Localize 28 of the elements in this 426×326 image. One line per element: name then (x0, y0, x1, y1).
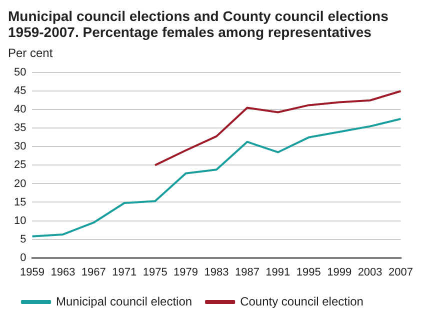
x-tick-label: 1987 (234, 266, 260, 278)
x-tick-label: 1991 (266, 266, 290, 278)
x-tick-label: 1971 (112, 266, 137, 278)
y-tick-label: 45 (14, 85, 26, 98)
y-tick-label: 35 (14, 122, 26, 134)
x-tick-label: 1963 (50, 266, 76, 278)
y-tick-label: 20 (14, 178, 26, 190)
y-tick-label: 50 (14, 66, 26, 79)
x-tick-label: 1979 (174, 266, 198, 278)
x-tick-label: 2007 (388, 266, 414, 278)
y-tick-label: 5 (20, 233, 26, 246)
y-tick-label: 25 (14, 159, 26, 172)
y-tick-label: 30 (14, 140, 26, 153)
chart-title: Municipal council elections and County council elections 1959-2007. Percentage females among representatives (8, 8, 390, 40)
x-tick-label: 1995 (296, 266, 321, 278)
y-axis-title: Per cent (8, 46, 54, 60)
legend-label: Municipal council election (56, 294, 192, 308)
x-tick-label: 2003 (358, 266, 382, 278)
x-tick-label: 1999 (327, 266, 352, 278)
x-tick-label: 1983 (204, 266, 229, 278)
y-tick-label: 0 (20, 252, 26, 264)
y-tick-label: 15 (14, 196, 26, 208)
legend-label: County council election (240, 294, 364, 308)
x-tick-label: 1959 (20, 266, 44, 278)
y-tick-label: 40 (14, 104, 26, 116)
x-tick-label: 1975 (142, 266, 168, 278)
x-tick-label: 1967 (81, 266, 106, 278)
y-tick-label: 10 (14, 214, 26, 227)
